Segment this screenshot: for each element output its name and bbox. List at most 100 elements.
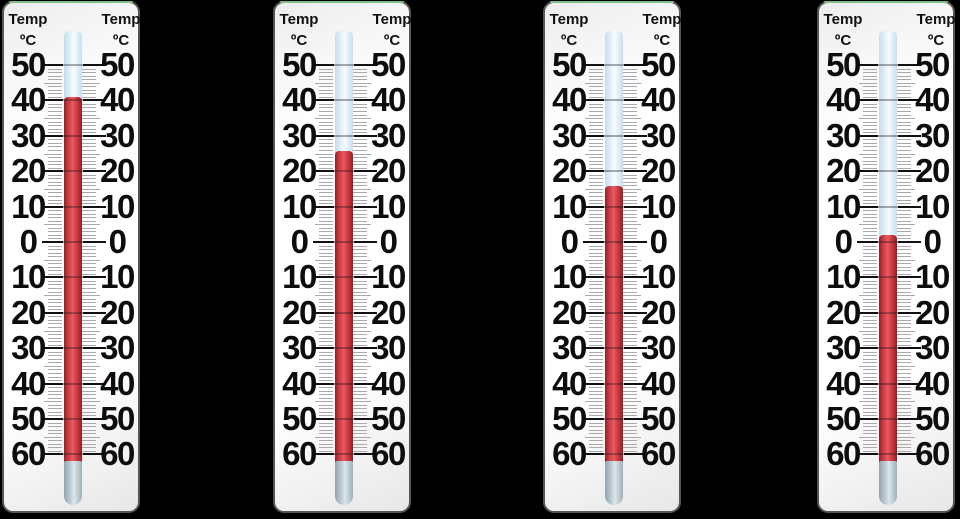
minor-tick-right <box>82 380 96 382</box>
minor-tick-left <box>48 227 62 229</box>
minor-tick-left <box>48 390 62 392</box>
minor-tick-left <box>319 96 333 98</box>
minor-tick-right <box>623 157 637 159</box>
minor-tick-right <box>82 323 96 325</box>
minor-tick-right <box>353 164 367 166</box>
minor-tick-left <box>859 436 877 438</box>
minor-tick-left <box>44 118 62 120</box>
minor-tick-right <box>897 220 911 222</box>
minor-tick-right <box>353 153 371 155</box>
thermometer: Temp ºC Temp ºC 50 50 40 40 30 30 20 20 10 10 0 0 10 10 20… <box>273 1 411 513</box>
major-tick-across-tube <box>878 418 898 420</box>
minor-tick-right <box>353 128 367 130</box>
minor-tick-left <box>589 72 603 74</box>
minor-tick-right <box>623 394 637 396</box>
minor-tick-right <box>82 429 96 431</box>
major-tick-across-tube <box>63 241 83 243</box>
minor-tick-right <box>623 323 637 325</box>
minor-tick-left <box>319 142 333 144</box>
mercury-column <box>335 150 353 462</box>
minor-tick-left <box>48 217 62 219</box>
minor-tick-right <box>623 224 641 226</box>
minor-tick-right <box>353 227 367 229</box>
major-tick-right <box>83 241 106 243</box>
minor-tick-right <box>82 96 96 98</box>
minor-tick-left <box>48 411 62 413</box>
minor-tick-left <box>319 408 333 410</box>
minor-tick-left <box>589 404 603 406</box>
minor-tick-left <box>589 422 603 424</box>
major-tick-right <box>624 382 647 385</box>
minor-tick-right <box>897 245 911 247</box>
minor-tick-left <box>48 447 62 449</box>
minor-tick-left <box>863 142 877 144</box>
minor-tick-right <box>353 334 367 336</box>
minor-tick-left <box>589 157 603 159</box>
major-tick-left <box>583 347 604 350</box>
bulb <box>605 461 623 505</box>
minor-tick-right <box>353 245 367 247</box>
minor-tick-right <box>897 404 911 406</box>
minor-tick-right <box>897 210 911 212</box>
minor-tick-left <box>863 234 877 236</box>
minor-tick-right <box>623 192 637 194</box>
minor-tick-left <box>863 121 877 123</box>
minor-tick-right <box>82 298 96 300</box>
scale-number-left: 30 <box>282 116 317 154</box>
scale-number-right: 40 <box>915 364 950 402</box>
major-tick-across-tube <box>878 347 898 350</box>
minor-tick-left <box>319 139 333 141</box>
minor-tick-left <box>319 199 333 201</box>
minor-tick-right <box>897 192 911 194</box>
minor-tick-left <box>48 199 62 201</box>
major-tick-across-tube <box>63 311 83 314</box>
minor-tick-right <box>897 252 911 254</box>
minor-tick-right <box>82 142 96 144</box>
scale-number-left: 40 <box>282 81 317 119</box>
minor-tick-left <box>319 422 333 424</box>
minor-tick-right <box>623 288 637 290</box>
minor-tick-right <box>353 93 367 95</box>
minor-tick-right <box>82 192 96 194</box>
minor-tick-left <box>863 157 877 159</box>
minor-tick-right <box>82 213 96 215</box>
minor-tick-right <box>82 86 96 88</box>
minor-tick-right <box>897 86 911 88</box>
minor-tick-right <box>353 358 367 360</box>
minor-tick-left <box>863 93 877 95</box>
minor-tick-left <box>48 372 62 374</box>
minor-tick-left <box>319 185 333 187</box>
minor-tick-right <box>623 227 637 229</box>
major-tick-left <box>583 453 604 456</box>
minor-tick-left <box>863 139 877 141</box>
minor-tick-left <box>859 153 877 155</box>
scale-number-left: 50 <box>826 46 861 83</box>
minor-tick-right <box>82 118 100 120</box>
minor-tick-left <box>589 86 603 88</box>
minor-tick-right <box>353 429 367 431</box>
minor-tick-right <box>82 217 96 219</box>
bulb <box>64 461 82 505</box>
major-tick-right <box>83 382 106 385</box>
major-tick-right <box>624 134 647 137</box>
minor-tick-right <box>82 181 96 183</box>
minor-tick-right <box>353 390 367 392</box>
major-tick-right <box>624 99 647 102</box>
minor-tick-left <box>863 111 877 113</box>
minor-tick-right <box>897 139 911 141</box>
minor-tick-left <box>589 128 603 130</box>
major-tick-right <box>83 276 106 279</box>
scale-number-right: 30 <box>100 116 135 154</box>
scale-number-right: 40 <box>915 81 950 119</box>
major-tick-right <box>354 205 377 208</box>
minor-tick-right <box>353 249 367 251</box>
scale-number-left: 20 <box>11 152 46 190</box>
minor-tick-right <box>623 188 641 190</box>
minor-tick-right <box>623 355 637 357</box>
thermometer: Temp ºC Temp ºC 50 50 40 40 30 30 20 20 10 10 0 0 10 10 20… <box>817 1 955 513</box>
minor-tick-left <box>319 249 333 251</box>
major-tick-left <box>42 347 63 350</box>
minor-tick-left <box>319 167 333 169</box>
minor-tick-left <box>48 164 62 166</box>
temp-label: Temp <box>372 11 412 28</box>
